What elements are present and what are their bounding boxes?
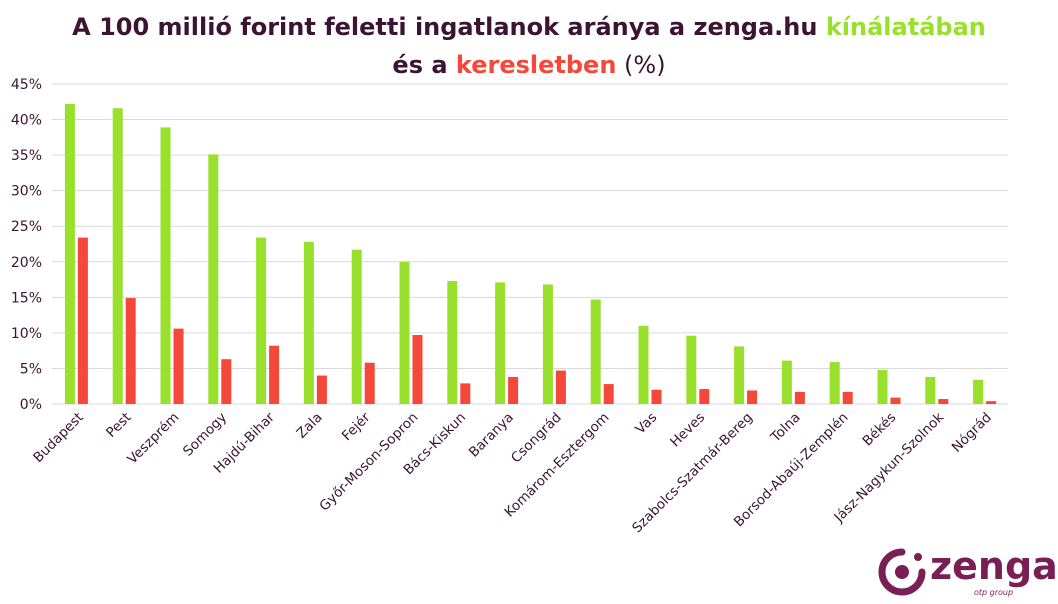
x-tick-label: Somogy [180,410,230,460]
demand-bar [699,389,710,404]
chart-title-line-1: A 100 millió forint feletti ingatlanok a… [0,12,1058,42]
supply-bar [64,103,75,405]
y-tick-label: 15% [11,290,42,306]
y-tick-label: 35% [11,148,42,164]
x-tick-label: Zala [294,410,326,442]
demand-bar [316,375,327,404]
zenga-swirl-icon [878,548,926,596]
y-axis-ticks: 0% 5% 10% 15% 20% 25% 30% 35% 40% 45% [11,77,42,413]
y-tick-label: 5% [20,361,42,377]
demand-bar [269,345,280,404]
demand-bar [938,399,949,404]
x-tick-label: Fejér [339,409,374,444]
y-tick-label: 40% [11,113,42,129]
y-tick-label: 30% [11,184,42,200]
y-tick-label: 10% [11,326,42,342]
supply-bar [542,284,553,404]
x-tick-label: Békés [860,410,900,450]
demand-bar [460,383,471,404]
demand-bar [603,384,614,404]
supply-bar [590,299,601,404]
y-tick-label: 20% [11,255,42,271]
demand-bar [364,362,375,404]
chart-title-main: A 100 millió forint feletti ingatlanok a… [72,13,826,41]
y-tick-label: 45% [11,77,42,93]
x-tick-label: Vas [632,410,660,438]
supply-bar [781,360,792,404]
gridlines [52,83,1008,405]
supply-bar [829,362,840,404]
logo-subtitle: otp group [974,588,1014,597]
chart-title-line-2: és a keresletben (%) [0,50,1058,80]
demand-bar [555,370,566,404]
supply-bar [351,249,362,404]
logo-wordmark: zenga [930,544,1058,588]
supply-bar [877,369,888,404]
demand-bar [508,376,519,404]
demand-bar [412,335,423,404]
chart-title-suffix: (%) [616,51,666,79]
supply-bar [112,108,123,404]
y-tick-label: 25% [11,219,42,235]
supply-bar [686,335,697,404]
supply-bar [303,241,314,404]
zenga-logo: zenga otp group [878,544,1058,598]
chart-title-supply: kínálatában [825,13,986,41]
demand-bar [747,390,758,404]
demand-bar [842,391,853,404]
x-tick-label: Heves [667,410,708,451]
x-tick-label: Pest [103,410,134,441]
demand-bar [125,298,136,404]
demand-bar [77,237,88,404]
supply-bar [638,325,649,404]
supply-bar [495,282,506,404]
supply-bar [256,237,267,404]
supply-bar [734,346,745,404]
y-tick-label: 0% [20,397,42,413]
supply-bar [973,379,984,404]
bars [64,103,997,405]
demand-bar [986,401,997,404]
demand-bar [173,328,184,404]
x-tick-label: Tolna [767,410,804,447]
supply-bar [160,127,171,404]
demand-bar [651,389,662,404]
supply-bar [447,280,458,404]
x-tick-label: Veszprém [124,410,182,468]
chart-title-prefix: és a [392,51,456,79]
x-tick-label: Budapest [30,410,86,466]
x-tick-label: Nógrád [949,410,995,456]
demand-bar [221,359,232,404]
demand-bar [890,397,901,404]
supply-bar [925,376,936,404]
chart-title-demand: keresletben [455,51,617,79]
supply-bar [399,261,410,404]
supply-bar [208,154,219,404]
demand-bar [794,391,805,404]
